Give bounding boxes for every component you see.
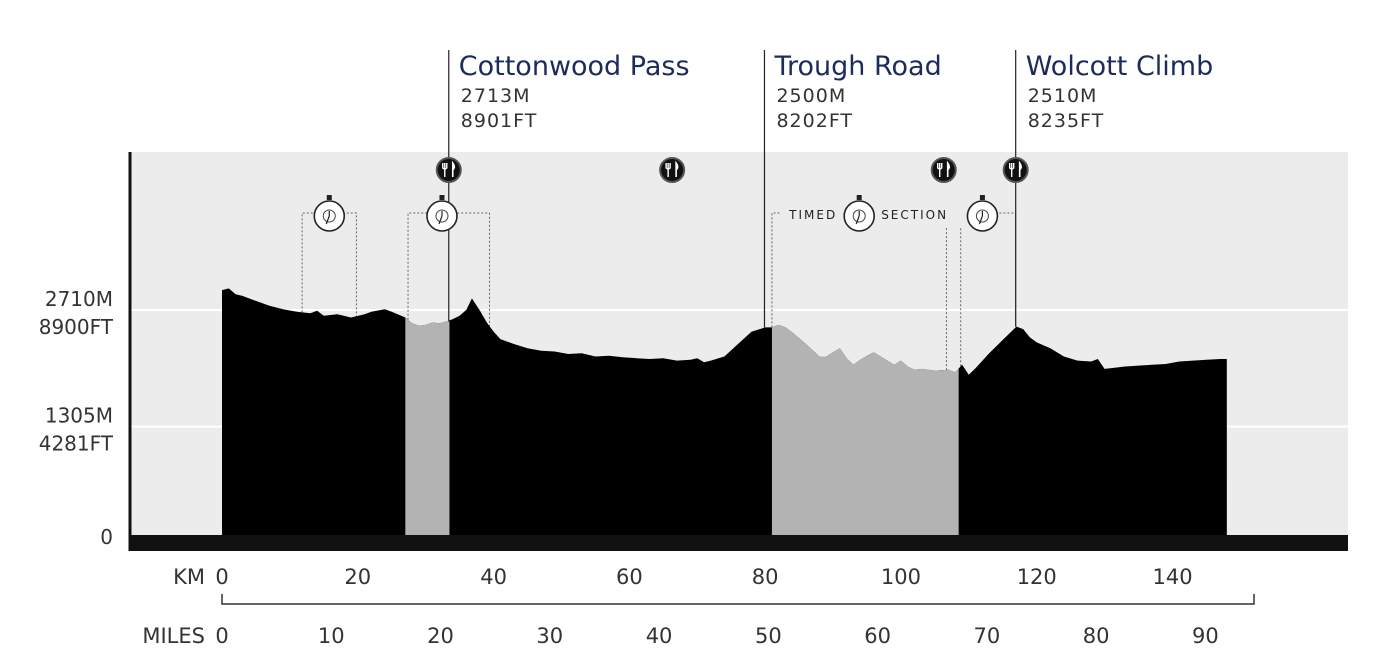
timed-section-right-label: SECTION (881, 208, 948, 222)
miles-tick-label: 70 (973, 624, 1000, 648)
km-tick-label: 140 (1152, 565, 1192, 589)
elevation-profile-area (222, 288, 1227, 535)
aid-station-icon (930, 157, 957, 183)
km-axis-unit: KM (173, 565, 205, 589)
stopwatch-icon (843, 195, 875, 232)
km-tick-label: 100 (881, 565, 921, 589)
km-tick-label: 80 (752, 565, 779, 589)
miles-axis-unit: MILES (142, 624, 205, 648)
km-tick-label: 20 (344, 565, 371, 589)
pass-name-label: Cottonwood Pass (459, 51, 690, 82)
km-tick-label: 120 (1017, 565, 1057, 589)
timed-segment-bracket (301, 212, 357, 317)
km-tick-label: 0 (215, 565, 228, 589)
miles-tick-label: 0 (215, 624, 228, 648)
miles-tick-label: 60 (864, 624, 891, 648)
pass-elevation-m: 2510M (1028, 85, 1098, 107)
pass-elevation-ft: 8235FT (1028, 110, 1105, 132)
baseline-bar (130, 535, 1348, 551)
aid-station-icon (435, 157, 462, 183)
miles-tick-label: 30 (536, 624, 563, 648)
km-tick-label: 40 (480, 565, 507, 589)
miles-tick-label: 90 (1192, 624, 1219, 648)
y-tick-label-ft: 4281FT (39, 432, 114, 456)
timed-segment-bracket (407, 212, 491, 327)
km-tick-label: 60 (616, 565, 643, 589)
stopwatch-icon (426, 195, 458, 232)
pass-name-label: Trough Road (773, 51, 941, 82)
miles-bracket (221, 594, 1255, 605)
shaded-section (405, 288, 450, 535)
aid-station-icon (1002, 157, 1029, 183)
pass-name-label: Wolcott Climb (1026, 51, 1214, 82)
aid-station-icon (659, 157, 686, 183)
miles-tick-label: 10 (318, 624, 345, 648)
stopwatch-icon (966, 195, 999, 232)
miles-tick-label: 80 (1083, 624, 1110, 648)
miles-tick-label: 50 (755, 624, 782, 648)
pass-elevation-m: 2713M (461, 85, 531, 107)
y-tick-label-ft: 8900FT (39, 315, 114, 339)
stopwatch-icon (313, 195, 346, 232)
y-tick-label-zero: 0 (100, 525, 113, 549)
pass-elevation-ft: 8202FT (776, 110, 853, 132)
y-tick-label-m: 1305M (45, 404, 113, 428)
miles-tick-label: 20 (427, 624, 454, 648)
pass-elevation-ft: 8901FT (461, 110, 538, 132)
y-tick-label-m: 2710M (45, 287, 113, 311)
timed-label-backing (781, 200, 970, 228)
miles-tick-label: 40 (646, 624, 673, 648)
timed-section-left-label: TIMED (788, 208, 837, 222)
pass-elevation-m: 2500M (776, 85, 846, 107)
